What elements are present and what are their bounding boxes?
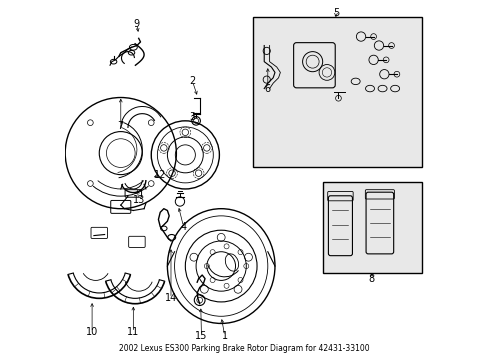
Text: 2: 2: [189, 76, 195, 86]
Text: 9: 9: [134, 19, 140, 29]
Text: 8: 8: [368, 274, 374, 284]
Text: 14: 14: [164, 293, 177, 303]
Text: 12: 12: [154, 170, 166, 180]
Text: 7: 7: [118, 121, 123, 131]
Text: 1: 1: [221, 331, 227, 341]
Text: 6: 6: [264, 84, 270, 94]
Text: 2002 Lexus ES300 Parking Brake Rotor Diagram for 42431-33100: 2002 Lexus ES300 Parking Brake Rotor Dia…: [119, 344, 369, 353]
Text: 10: 10: [86, 327, 98, 337]
Bar: [323, 182, 421, 273]
Text: 15: 15: [195, 331, 207, 341]
Text: 13: 13: [132, 195, 144, 205]
Bar: [253, 17, 421, 167]
Text: 11: 11: [127, 327, 139, 337]
Text: 5: 5: [332, 8, 338, 18]
Text: 4: 4: [180, 222, 186, 231]
Text: 3: 3: [189, 112, 195, 122]
